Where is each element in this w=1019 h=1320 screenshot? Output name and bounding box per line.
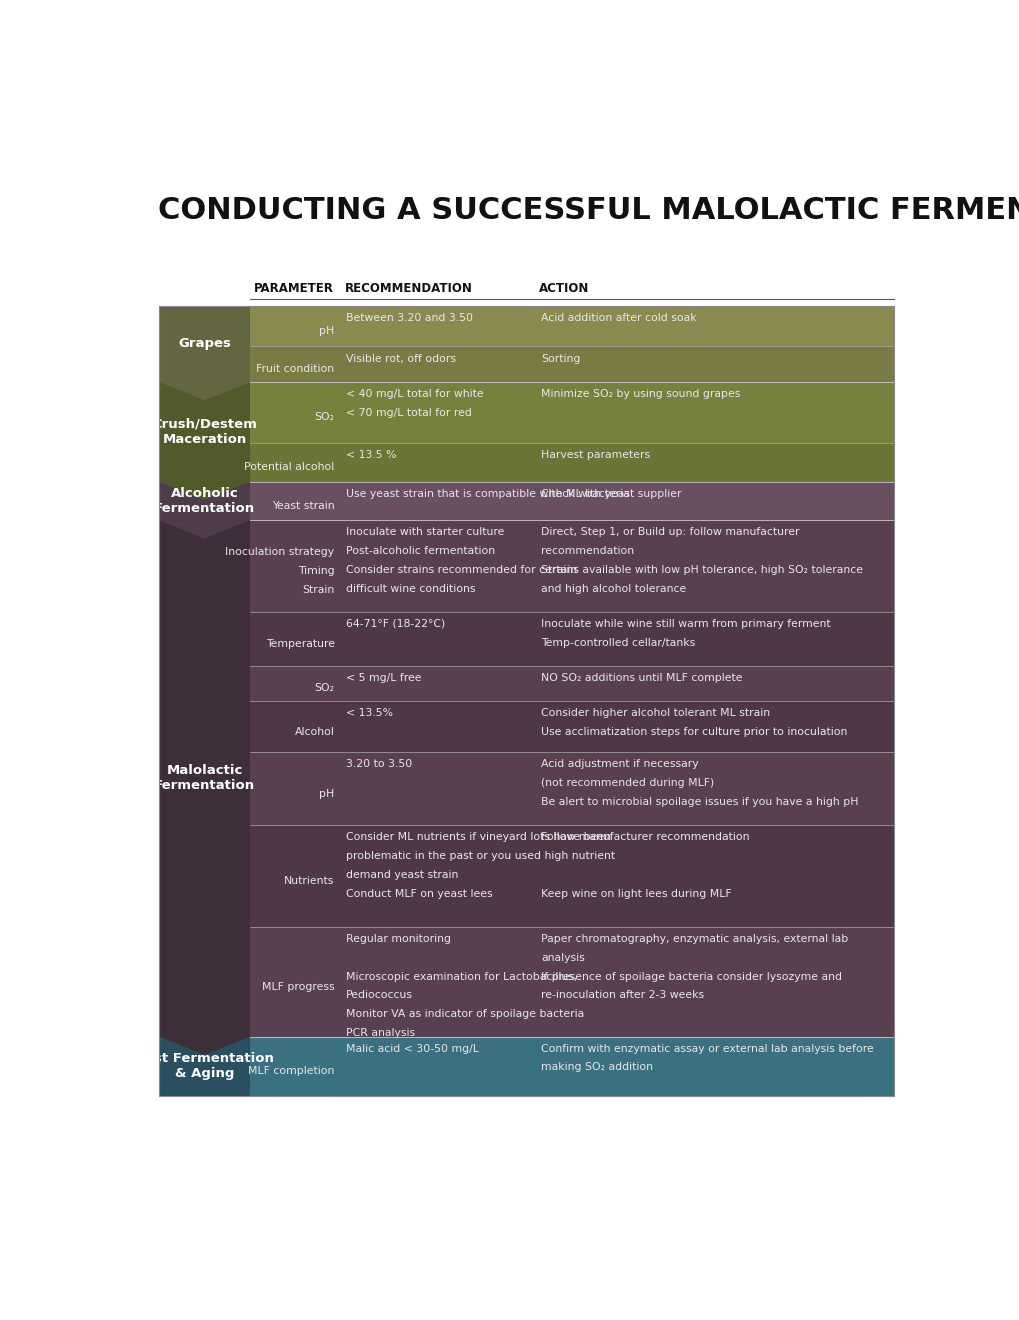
Text: (not recommended during MLF): (not recommended during MLF) (540, 777, 713, 788)
Text: difficult wine conditions: difficult wine conditions (345, 583, 475, 594)
Polygon shape (159, 381, 250, 400)
Text: Alcoholic
Fermentation: Alcoholic Fermentation (154, 487, 255, 515)
Polygon shape (159, 482, 250, 500)
Text: Visible rot, off odors: Visible rot, off odors (345, 354, 455, 363)
Text: Yeast strain: Yeast strain (272, 500, 334, 511)
Text: Confirm with enzymatic assay or external lab analysis before: Confirm with enzymatic assay or external… (540, 1044, 873, 1053)
Bar (250, 611, 894, 665)
Text: Crush/Destem
Maceration: Crush/Destem Maceration (152, 418, 257, 446)
Text: Regular monitoring: Regular monitoring (345, 935, 450, 944)
Text: pH: pH (319, 326, 334, 337)
Text: Minimize SO₂ by using sound grapes: Minimize SO₂ by using sound grapes (540, 389, 740, 399)
Text: < 40 mg/L total for white: < 40 mg/L total for white (345, 389, 483, 399)
Bar (250, 520, 894, 611)
Text: RECOMMENDATION: RECOMMENDATION (344, 282, 472, 296)
Text: CONDUCTING A SUCCESSFUL MALOLACTIC FERMENTATION: CONDUCTING A SUCCESSFUL MALOLACTIC FERME… (157, 195, 1019, 224)
Text: pH: pH (319, 788, 334, 799)
Text: Conduct MLF on yeast lees: Conduct MLF on yeast lees (345, 888, 492, 899)
Text: Be alert to microbial spoilage issues if you have a high pH: Be alert to microbial spoilage issues if… (540, 797, 858, 807)
Text: Fruit condition: Fruit condition (256, 364, 334, 375)
Text: analysis: analysis (540, 953, 584, 962)
Bar (159, 306, 250, 381)
Text: Potential alcohol: Potential alcohol (245, 462, 334, 473)
Text: Malolactic
Fermentation: Malolactic Fermentation (154, 764, 255, 792)
Text: problematic in the past or you used high nutrient: problematic in the past or you used high… (345, 851, 614, 861)
Bar (159, 520, 250, 1036)
Bar (159, 482, 250, 520)
Text: MLF progress: MLF progress (262, 982, 334, 991)
Text: Use acclimatization steps for culture prior to inoculation: Use acclimatization steps for culture pr… (540, 727, 847, 737)
Text: SO₂: SO₂ (314, 684, 334, 693)
Text: Consider strains recommended for certain: Consider strains recommended for certain (345, 565, 576, 576)
Text: 3.20 to 3.50: 3.20 to 3.50 (345, 759, 412, 770)
Text: < 70 mg/L total for red: < 70 mg/L total for red (345, 408, 471, 418)
Text: Inoculation strategy: Inoculation strategy (225, 548, 334, 557)
Bar (250, 346, 894, 381)
Text: Microscopic examination for Lactobacillus,: Microscopic examination for Lactobacillu… (345, 972, 577, 982)
Text: Keep wine on light lees during MLF: Keep wine on light lees during MLF (540, 888, 731, 899)
Bar (250, 752, 894, 825)
Bar (250, 381, 894, 444)
Text: SO₂: SO₂ (314, 412, 334, 422)
Text: re-inoculation after 2-3 weeks: re-inoculation after 2-3 weeks (540, 990, 703, 1001)
Text: recommendation: recommendation (540, 546, 634, 556)
Text: Direct, Step 1, or Build up: follow manufacturer: Direct, Step 1, or Build up: follow manu… (540, 528, 799, 537)
Bar (250, 1036, 894, 1096)
Polygon shape (159, 1036, 250, 1055)
Text: Post-alcoholic fermentation: Post-alcoholic fermentation (345, 546, 494, 556)
Text: NO SO₂ additions until MLF complete: NO SO₂ additions until MLF complete (540, 673, 742, 682)
Bar (159, 306, 894, 1096)
Text: Monitor VA as indicator of spoilage bacteria: Monitor VA as indicator of spoilage bact… (345, 1008, 583, 1019)
Text: and high alcohol tolerance: and high alcohol tolerance (540, 583, 686, 594)
Text: Consider higher alcohol tolerant ML strain: Consider higher alcohol tolerant ML stra… (540, 709, 769, 718)
Text: Temp-controlled cellar/tanks: Temp-controlled cellar/tanks (540, 638, 695, 648)
Text: demand yeast strain: demand yeast strain (345, 870, 458, 880)
Text: Alcohol: Alcohol (294, 726, 334, 737)
Text: Strain: Strain (302, 585, 334, 595)
Text: < 5 mg/L free: < 5 mg/L free (345, 673, 421, 682)
Text: Harvest parameters: Harvest parameters (540, 450, 649, 461)
Bar (250, 701, 894, 752)
Text: Inoculate while wine still warm from primary ferment: Inoculate while wine still warm from pri… (540, 619, 829, 628)
Polygon shape (159, 520, 250, 539)
Text: Use yeast strain that is compatible with ML bacteria: Use yeast strain that is compatible with… (345, 488, 629, 499)
Text: Paper chromatography, enzymatic analysis, external lab: Paper chromatography, enzymatic analysis… (540, 935, 848, 944)
Text: MLF completion: MLF completion (248, 1067, 334, 1076)
Bar (250, 444, 894, 482)
Bar (250, 306, 894, 346)
Bar (250, 482, 894, 520)
Text: If presence of spoilage bacteria consider lysozyme and: If presence of spoilage bacteria conside… (540, 972, 841, 982)
Text: Check with yeast supplier: Check with yeast supplier (540, 488, 681, 499)
Text: PARAMETER: PARAMETER (254, 282, 333, 296)
Bar (159, 1036, 250, 1096)
Bar (250, 825, 894, 927)
Text: Follow manufacturer recommendation: Follow manufacturer recommendation (540, 833, 749, 842)
Text: 64-71°F (18-22°C): 64-71°F (18-22°C) (345, 619, 444, 628)
Text: Acid addition after cold soak: Acid addition after cold soak (540, 313, 696, 323)
Text: Strains available with low pH tolerance, high SO₂ tolerance: Strains available with low pH tolerance,… (540, 565, 862, 576)
Text: PCR analysis: PCR analysis (345, 1028, 415, 1038)
Text: Timing: Timing (298, 566, 334, 576)
Text: Post Fermentation
& Aging: Post Fermentation & Aging (135, 1052, 274, 1080)
Text: < 13.5%: < 13.5% (345, 709, 392, 718)
Text: Nutrients: Nutrients (284, 876, 334, 886)
Text: Between 3.20 and 3.50: Between 3.20 and 3.50 (345, 313, 472, 323)
Bar (250, 927, 894, 1036)
Text: Temperature: Temperature (265, 639, 334, 648)
Bar (159, 381, 250, 482)
Text: Consider ML nutrients if vineyard lots have been: Consider ML nutrients if vineyard lots h… (345, 833, 610, 842)
Text: Pediococcus: Pediococcus (345, 990, 413, 1001)
Text: Grapes: Grapes (178, 338, 230, 350)
Text: Sorting: Sorting (540, 354, 580, 363)
Text: ACTION: ACTION (538, 282, 588, 296)
Text: making SO₂ addition: making SO₂ addition (540, 1063, 652, 1072)
Text: < 13.5 %: < 13.5 % (345, 450, 395, 461)
Bar (250, 665, 894, 701)
Text: Malic acid < 30-50 mg/L: Malic acid < 30-50 mg/L (345, 1044, 478, 1053)
Text: Inoculate with starter culture: Inoculate with starter culture (345, 528, 503, 537)
Text: Acid adjustment if necessary: Acid adjustment if necessary (540, 759, 698, 770)
